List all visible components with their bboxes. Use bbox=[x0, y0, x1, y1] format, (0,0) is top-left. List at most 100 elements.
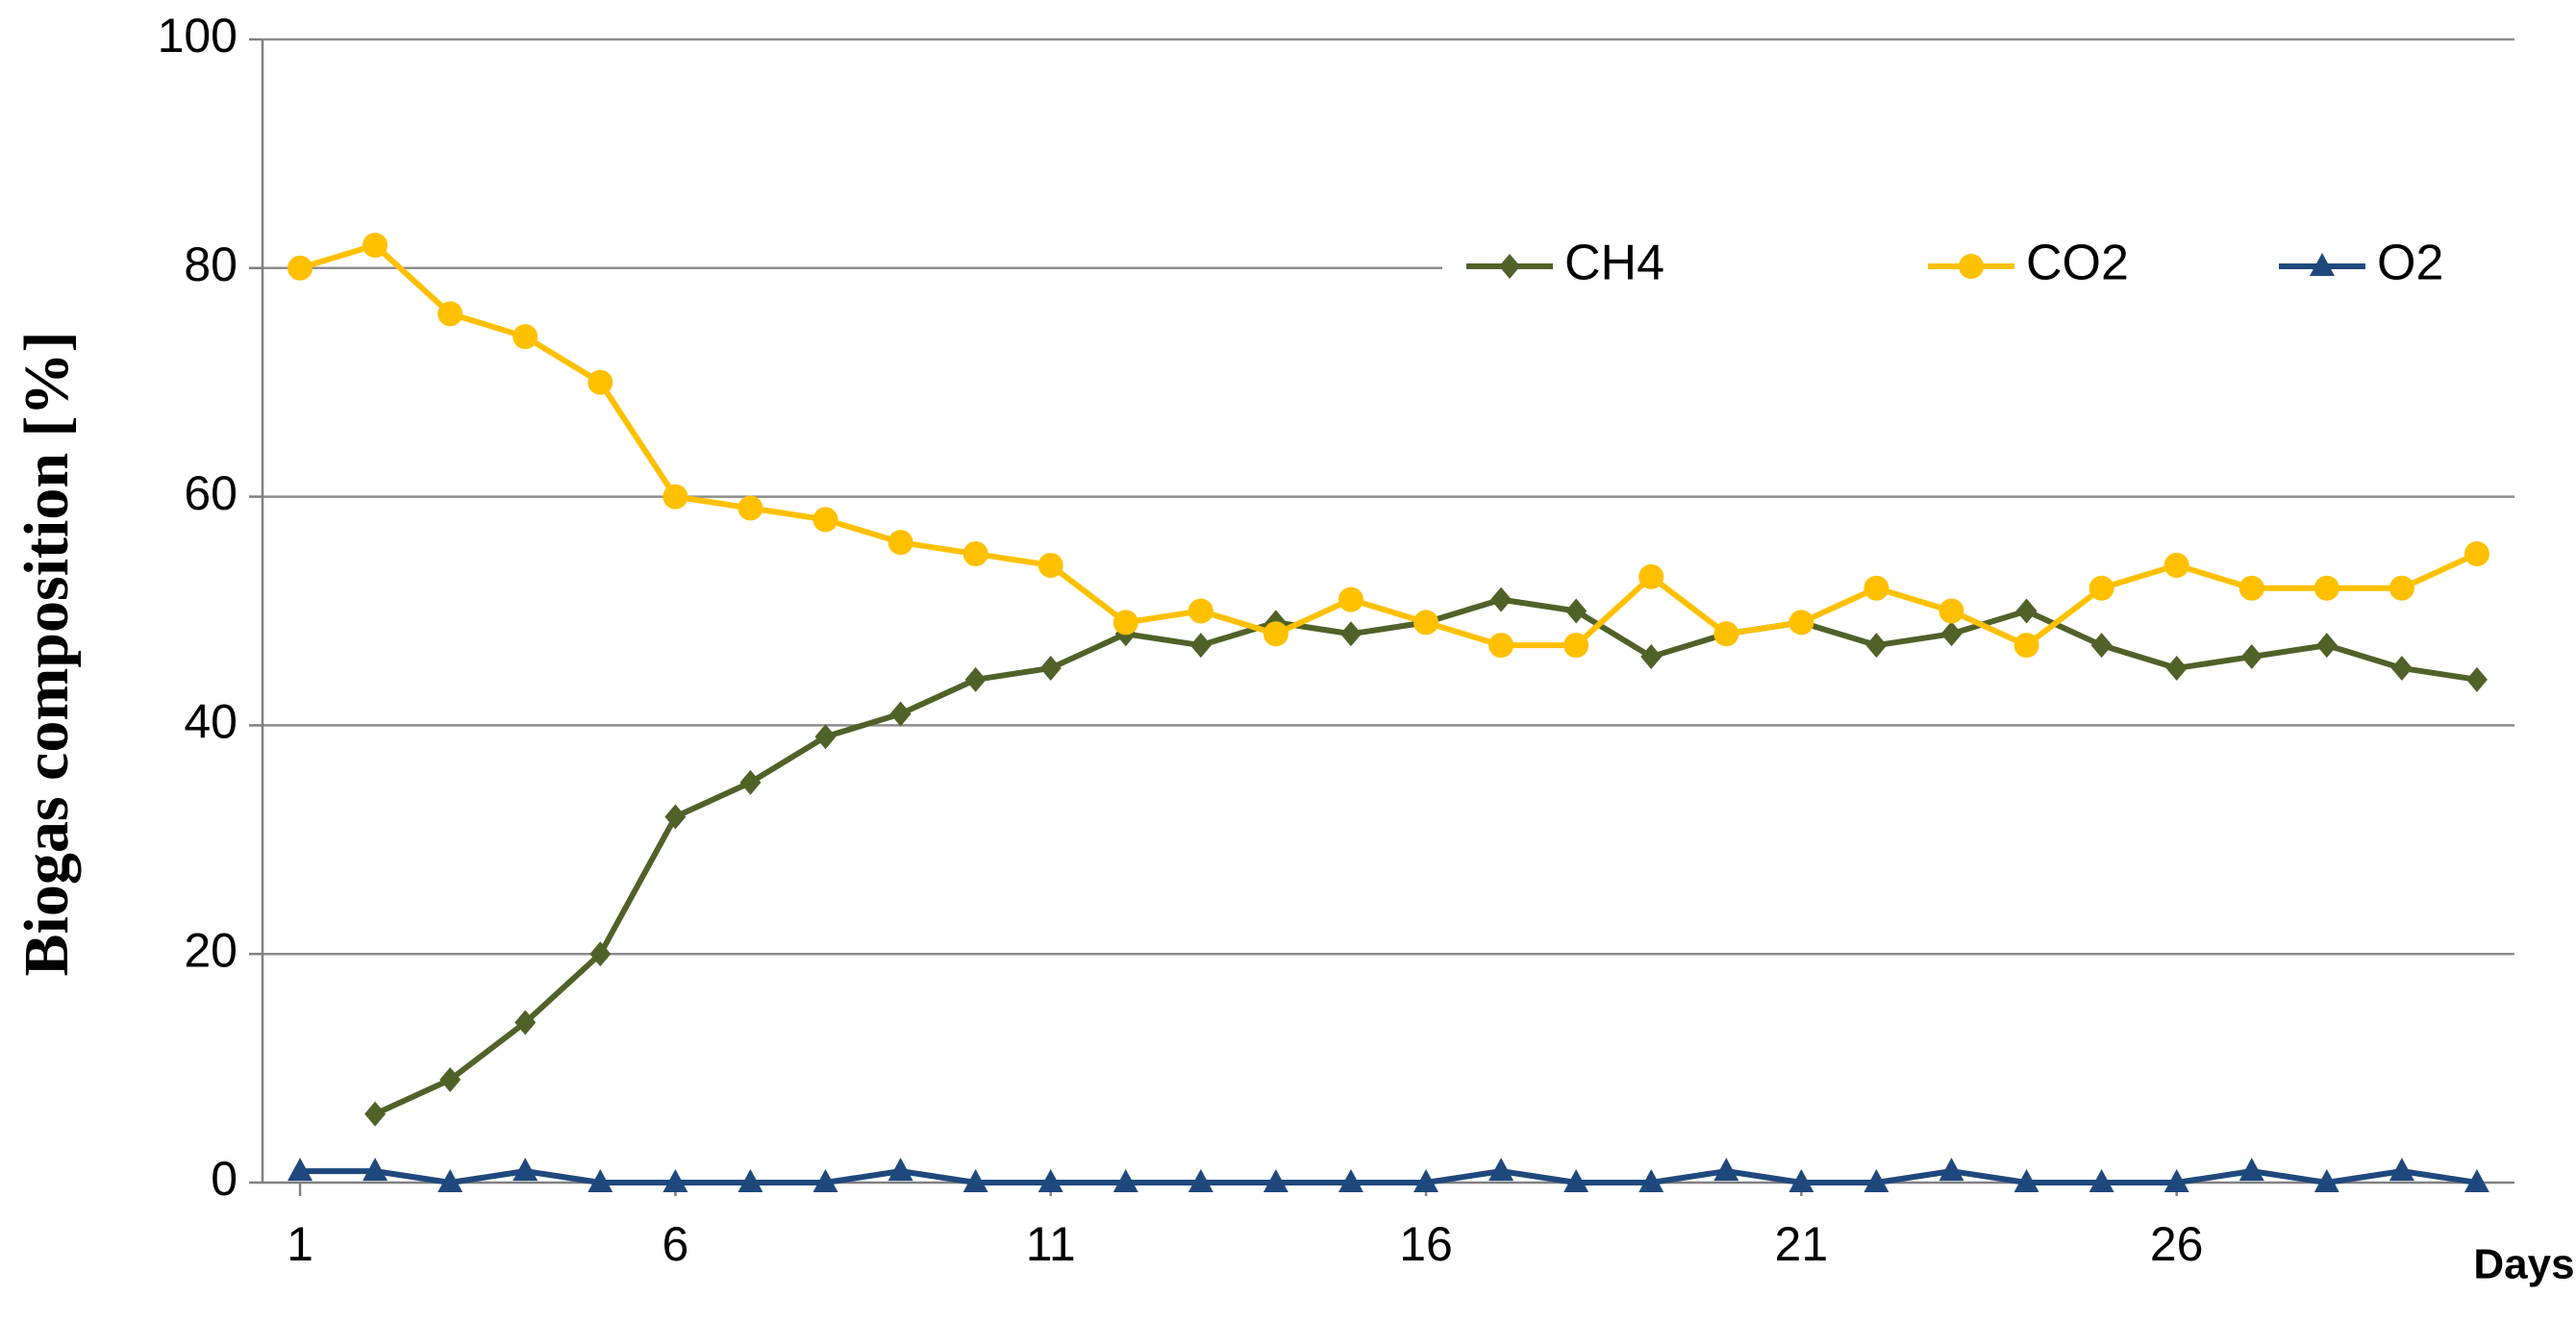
y-tick-label: 60 bbox=[184, 466, 238, 520]
marker bbox=[889, 701, 912, 727]
marker bbox=[1038, 552, 1063, 578]
marker bbox=[1188, 1169, 1213, 1192]
marker bbox=[1113, 1169, 1138, 1192]
x-tick-label: 1 bbox=[287, 1217, 313, 1271]
marker bbox=[1188, 598, 1213, 624]
y-tick-label: 40 bbox=[184, 695, 238, 749]
marker bbox=[588, 1169, 613, 1192]
marker bbox=[438, 1169, 463, 1192]
marker bbox=[2013, 1169, 2039, 1192]
marker bbox=[963, 1169, 988, 1192]
marker bbox=[1563, 1169, 1589, 1192]
marker bbox=[1413, 1169, 1439, 1192]
marker bbox=[738, 1169, 763, 1192]
marker bbox=[1338, 586, 1363, 612]
marker bbox=[438, 301, 463, 327]
marker bbox=[288, 1158, 313, 1182]
marker bbox=[1490, 586, 1513, 612]
marker bbox=[1038, 1169, 1063, 1192]
marker bbox=[2013, 633, 2039, 659]
marker bbox=[1713, 621, 1739, 647]
marker bbox=[738, 495, 763, 521]
marker bbox=[1863, 575, 1889, 601]
marker bbox=[963, 541, 988, 567]
series-line bbox=[373, 596, 2478, 1117]
marker bbox=[2463, 541, 2489, 567]
marker bbox=[1940, 621, 1963, 647]
x-tick-label: 26 bbox=[2150, 1217, 2204, 1271]
legend-label: CO2 bbox=[2026, 236, 2129, 291]
marker bbox=[2088, 575, 2114, 601]
marker bbox=[1039, 655, 1062, 681]
marker bbox=[513, 1158, 538, 1182]
x-tick-label: 6 bbox=[662, 1217, 688, 1271]
marker bbox=[814, 724, 837, 750]
marker bbox=[739, 769, 762, 795]
marker bbox=[2090, 633, 2113, 659]
marker bbox=[2388, 1158, 2414, 1182]
marker bbox=[2238, 575, 2264, 601]
marker bbox=[1339, 621, 1362, 647]
marker bbox=[813, 507, 838, 533]
marker bbox=[2315, 633, 2338, 659]
marker bbox=[2240, 644, 2263, 670]
marker bbox=[1488, 633, 1514, 659]
marker bbox=[663, 484, 688, 510]
marker bbox=[288, 255, 313, 281]
marker bbox=[1338, 1169, 1363, 1192]
legend-label: CH4 bbox=[1564, 236, 1664, 291]
legend-marker bbox=[1499, 254, 1520, 279]
x-axis-label: Days bbox=[2473, 1241, 2574, 1288]
marker bbox=[2465, 666, 2488, 692]
y-tick-label: 20 bbox=[184, 923, 238, 977]
legend-marker bbox=[2310, 253, 2335, 276]
marker bbox=[888, 530, 913, 556]
marker bbox=[888, 1158, 913, 1182]
marker bbox=[363, 1158, 388, 1182]
marker bbox=[2313, 575, 2339, 601]
marker bbox=[2463, 1169, 2489, 1192]
y-tick-label: 80 bbox=[184, 237, 238, 291]
marker bbox=[1865, 633, 1888, 659]
legend-marker bbox=[1959, 254, 1984, 279]
y-tick-label: 0 bbox=[211, 1152, 238, 1206]
marker bbox=[513, 324, 538, 350]
marker bbox=[1263, 621, 1288, 647]
marker bbox=[2165, 655, 2188, 681]
marker bbox=[2163, 552, 2189, 578]
marker bbox=[439, 1066, 462, 1092]
marker bbox=[1413, 610, 1439, 636]
marker bbox=[1713, 1158, 1739, 1182]
marker bbox=[588, 369, 613, 395]
marker bbox=[1563, 633, 1589, 659]
marker bbox=[1565, 598, 1588, 624]
marker bbox=[1788, 610, 1814, 636]
marker bbox=[1189, 633, 1212, 659]
marker bbox=[1938, 598, 1964, 624]
y-axis-label: Biogas composition [%] bbox=[12, 331, 82, 976]
marker bbox=[589, 941, 612, 967]
marker bbox=[2088, 1169, 2114, 1192]
marker bbox=[1788, 1169, 1814, 1192]
legend-label: O2 bbox=[2377, 236, 2443, 291]
marker bbox=[1263, 1169, 1288, 1192]
series-line bbox=[300, 1168, 2478, 1185]
marker bbox=[663, 1169, 688, 1192]
x-tick-label: 11 bbox=[1026, 1217, 1076, 1271]
marker bbox=[514, 1010, 537, 1035]
marker bbox=[813, 1169, 838, 1192]
marker bbox=[964, 666, 987, 692]
marker bbox=[1640, 644, 1663, 670]
marker bbox=[1938, 1158, 1964, 1182]
marker bbox=[2390, 655, 2413, 681]
marker bbox=[1113, 610, 1138, 636]
marker bbox=[2163, 1169, 2189, 1192]
marker bbox=[363, 233, 388, 259]
marker bbox=[364, 1101, 387, 1127]
x-tick-label: 16 bbox=[1399, 1217, 1453, 1271]
y-tick-label: 100 bbox=[158, 9, 238, 62]
marker bbox=[2015, 598, 2038, 624]
marker bbox=[1638, 563, 1664, 589]
marker bbox=[1638, 1169, 1664, 1192]
